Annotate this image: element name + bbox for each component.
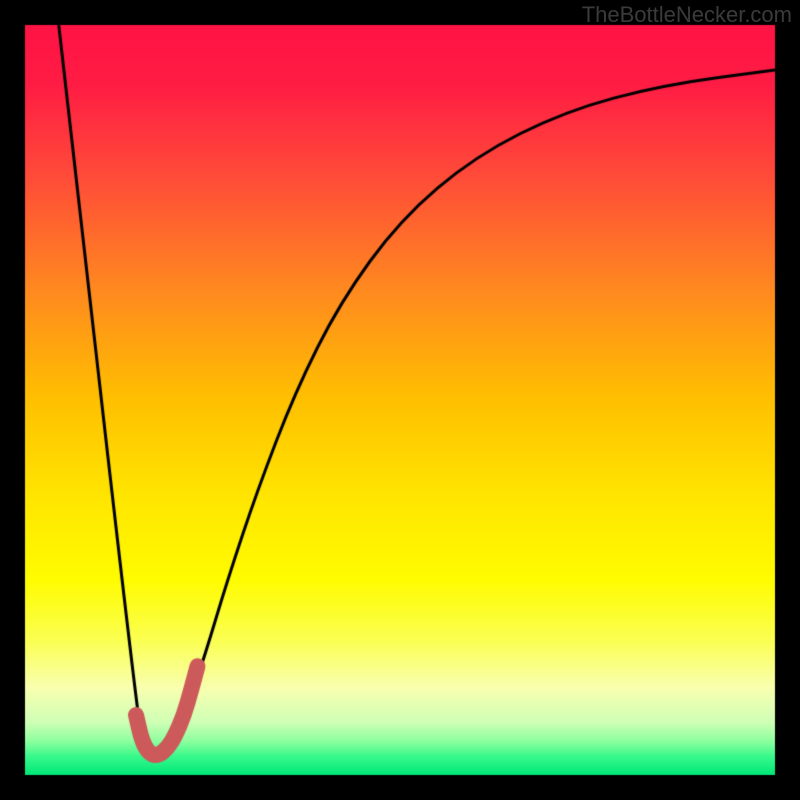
chart-stage: TheBottleNecker.com xyxy=(0,0,800,800)
chart-canvas xyxy=(0,0,800,800)
